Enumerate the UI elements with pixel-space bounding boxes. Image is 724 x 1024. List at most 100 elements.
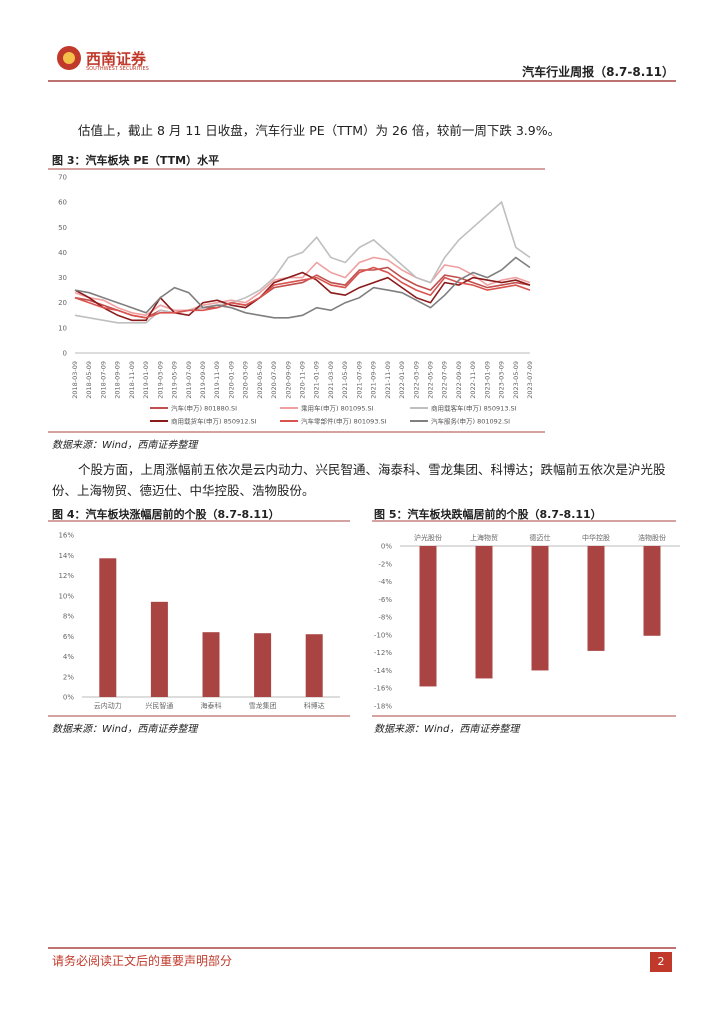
x-tick-label: 2021-03-09	[327, 361, 335, 399]
x-tick-label: 2023-03-09	[498, 361, 506, 399]
y-tick-label: 16%	[58, 532, 74, 540]
x-tick-label: 2019-01-09	[142, 361, 150, 399]
legend-label: 乘用车(申万) 801095.SI	[301, 404, 374, 413]
x-tick-label: 2023-05-09	[512, 361, 520, 399]
logo-cn: 西南证券	[86, 50, 147, 68]
y-tick-label: -18%	[374, 703, 392, 711]
y-tick-label: 2%	[63, 673, 74, 681]
page-number: 2	[657, 955, 665, 968]
x-tick-label: 2020-01-09	[227, 361, 235, 399]
series-line	[74, 266, 531, 319]
y-tick-label: 0%	[63, 694, 74, 702]
x-tick-label: 2022-07-09	[441, 361, 449, 399]
logo-en: SOUTHWEST SECURITIES	[86, 66, 149, 72]
x-tick-label: 浩物股份	[638, 533, 666, 542]
y-tick-label: 6%	[63, 633, 74, 641]
bar	[305, 634, 323, 697]
y-tick-label: 10	[58, 324, 67, 332]
figure-caption: 图 4：汽车板块涨幅居前的个股（8.7-8.11）	[52, 508, 280, 521]
x-tick-label: 2020-11-09	[299, 361, 307, 399]
x-tick-label: 德迈仕	[530, 533, 551, 542]
legend-label: 商用载货车(申万) 850912.SI	[171, 417, 257, 426]
charts: 0 10 20 30 40 50 60 70 2018-03-09 2018-05-09 2018-…	[58, 174, 680, 711]
y-tick-label: 0	[63, 350, 67, 358]
x-tick-label: 2021-07-09	[355, 361, 363, 399]
x-tick-label: 2019-11-09	[213, 361, 221, 399]
x-tick-label: 2018-03-09	[71, 361, 79, 399]
x-tick-label: 2018-09-09	[114, 361, 122, 399]
x-tick-label: 2022-05-09	[426, 361, 434, 399]
series-line	[74, 256, 531, 317]
y-tick-label: 10%	[58, 592, 74, 600]
series-line	[74, 200, 531, 324]
figure-source: 数据来源：Wind，西南证券整理	[52, 440, 198, 451]
y-tick-label: 40	[58, 249, 67, 257]
paragraph: 估值上，截止 8 月 11 日收盘，汽车行业 PE（TTM）为 26 倍，较前一…	[78, 123, 561, 138]
legend-label: 商用载客车(申万) 850913.SI	[431, 404, 517, 413]
y-tick-label: 0%	[381, 543, 392, 551]
y-tick-label: -10%	[374, 631, 392, 639]
x-tick-label: 云内动力	[94, 701, 122, 710]
y-tick-label: 4%	[63, 653, 74, 661]
x-tick-label: 2022-01-09	[398, 361, 406, 399]
x-tick-label: 2018-11-09	[128, 361, 136, 399]
x-tick-label: 2020-09-09	[284, 361, 292, 399]
bar	[419, 546, 437, 687]
report-title: 汽车行业周报（8.7-8.11）	[522, 65, 674, 79]
bar	[587, 546, 605, 651]
y-tick-label: 12%	[58, 572, 74, 580]
x-tick-label: 2018-07-09	[99, 361, 107, 399]
bar	[99, 558, 117, 697]
x-tick-label: 雪龙集团	[249, 701, 277, 710]
x-tick-label: 2020-05-09	[256, 361, 264, 399]
x-tick-label: 2020-03-09	[242, 361, 250, 399]
x-tick-label: 2022-11-09	[469, 361, 477, 399]
x-tick-label: 兴民智通	[145, 701, 173, 710]
series-line	[74, 266, 531, 319]
x-tick-label: 沪光股份	[414, 533, 442, 542]
x-tick-label: 2021-11-09	[384, 361, 392, 399]
y-tick-label: 20	[58, 299, 67, 307]
y-tick-label: -8%	[378, 614, 392, 622]
bar	[202, 632, 220, 697]
legend-label: 汽车服务(申万) 801092.SI	[431, 417, 510, 426]
x-tick-label: 2019-09-09	[199, 361, 207, 399]
series-line	[74, 256, 531, 319]
figure-source: 数据来源：Wind，西南证券整理	[374, 724, 520, 735]
y-tick-label: 8%	[63, 613, 74, 621]
y-tick-label: 70	[58, 174, 67, 182]
x-tick-label: 上海物贸	[470, 533, 498, 542]
y-tick-label: -16%	[374, 685, 392, 693]
legend-label: 汽车(申万) 801880.SI	[171, 404, 237, 413]
y-tick-label: 60	[58, 199, 67, 207]
x-tick-label: 2023-07-09	[526, 361, 534, 399]
figure-caption: 图 5：汽车板块跌幅居前的个股（8.7-8.11）	[374, 508, 602, 521]
x-tick-label: 科博达	[304, 701, 325, 710]
y-tick-label: 30	[58, 274, 67, 282]
y-tick-label: -2%	[378, 560, 392, 568]
x-tick-label: 2019-05-09	[171, 361, 179, 399]
bar	[643, 546, 661, 636]
x-tick-label: 2023-01-09	[483, 361, 491, 399]
y-tick-label: -12%	[374, 649, 392, 657]
y-tick-label: -6%	[378, 596, 392, 604]
x-tick-label: 海泰科	[201, 701, 222, 710]
x-tick-label: 中华控股	[582, 533, 610, 542]
y-tick-label: -4%	[378, 578, 392, 586]
x-tick-label: 2019-03-09	[156, 361, 164, 399]
x-tick-label: 2021-01-09	[313, 361, 321, 399]
y-tick-label: 14%	[58, 552, 74, 560]
y-tick-label: -14%	[374, 667, 392, 675]
y-tick-label: 50	[58, 224, 67, 232]
bar	[150, 601, 168, 697]
x-tick-label: 2022-03-09	[412, 361, 420, 399]
x-tick-label: 2021-09-09	[370, 361, 378, 399]
x-tick-label: 2020-07-09	[270, 361, 278, 399]
paragraph: 个股方面，上周涨幅前五依次是云内动力、兴民智通、海泰科、雪龙集团、科博达；跌幅前…	[52, 462, 666, 498]
figure-caption: 图 3：汽车板块 PE（TTM）水平	[52, 154, 220, 167]
figure-source: 数据来源：Wind，西南证券整理	[52, 724, 198, 735]
logo-mark-inner	[63, 52, 75, 64]
footer-notice: 请务必阅读正文后的重要声明部分	[52, 954, 233, 968]
